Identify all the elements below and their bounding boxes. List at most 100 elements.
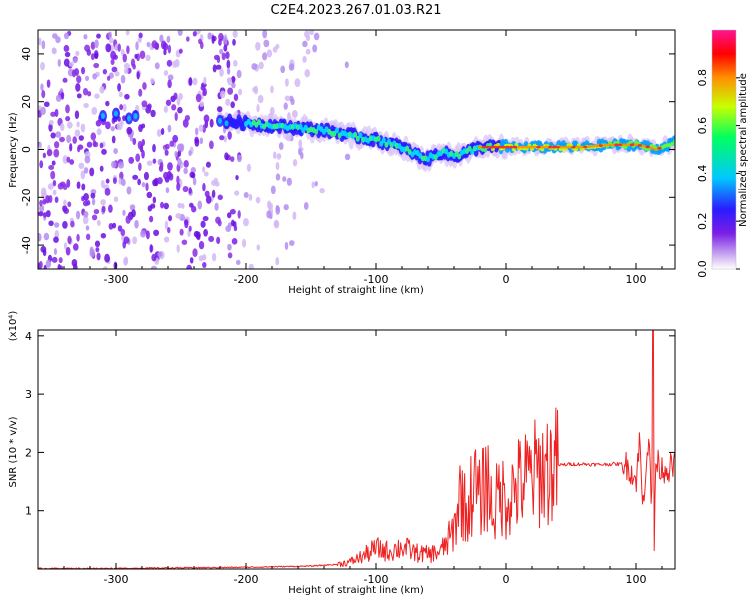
spectrogram-noise-cell: [43, 212, 47, 218]
spectrogram-ridge-peak: [567, 145, 572, 149]
spectrogram-noise-cell: [192, 31, 197, 37]
spectrogram-noise-cell: [113, 148, 118, 155]
spectrogram-noise-cell: [183, 219, 189, 225]
colorbar-tick-label: 0.8: [696, 69, 709, 87]
spectrogram-noise-cell: [76, 233, 80, 242]
spectrogram-noise-cell: [90, 53, 95, 61]
spectrogram-noise-cell: [100, 199, 106, 206]
spectrogram-noise-cell: [72, 136, 77, 144]
snr-y-tick-label: 1: [25, 505, 32, 518]
spectrogram-noise-cell: [223, 135, 227, 143]
chart-title: C2E4.2023.267.01.03.R21: [270, 3, 441, 18]
spectrogram-y-tick-label: -40: [20, 236, 33, 254]
spectrogram-noise-cell: [153, 229, 160, 237]
spectrogram-noise-cell: [52, 189, 57, 196]
spectrogram-early-patch-core: [218, 117, 222, 124]
spectrogram-noise-cell: [113, 196, 119, 203]
spectrogram-noise-cell: [167, 44, 172, 54]
spectrogram-noise-cell: [314, 181, 318, 187]
spectrogram-noise-cell: [134, 53, 138, 59]
spectrogram-noise-cell: [154, 62, 160, 70]
spectrogram-noise-cell: [66, 178, 71, 188]
spectrogram-noise-cell: [105, 43, 112, 53]
spectrogram-noise-cell: [198, 124, 204, 132]
spectrogram-noise-cell: [164, 143, 170, 150]
spectrogram-noise-cell: [227, 243, 232, 251]
spectrogram-noise-cell: [104, 253, 110, 263]
spectrogram-noise-cell: [214, 181, 220, 187]
spectrogram-noise-cell: [42, 198, 47, 205]
spectrogram-noise-cell: [165, 187, 170, 194]
spectrogram-noise-cell: [52, 180, 57, 187]
spectrogram-noise-cell: [202, 90, 206, 96]
spectrogram-noise-cell: [200, 85, 206, 91]
spectrogram-ridge-peak: [544, 145, 549, 149]
spectrogram-noise-cell: [248, 193, 253, 201]
spectrogram-noise-cell: [192, 77, 198, 86]
snr-plot-area: [38, 330, 675, 569]
spectrogram-noise-cell: [74, 110, 80, 119]
spectrogram-ridge-core: [670, 141, 675, 146]
spectrogram-noise-cell: [63, 207, 70, 214]
spectrogram-noise-cell: [80, 170, 86, 180]
spectrogram-noise-cell: [227, 77, 233, 86]
spectrogram-noise-cell: [76, 93, 82, 99]
spectrogram-noise-cell: [174, 112, 178, 122]
spectrogram-noise-cell: [65, 104, 70, 114]
snr-x-tick-label: -300: [104, 573, 129, 586]
snr-frame: [37, 329, 676, 570]
spectrogram-noise-cell: [163, 105, 168, 114]
spectrogram-noise-cell: [67, 235, 72, 245]
spectrogram-noise-cell: [78, 162, 85, 170]
spectrogram-noise-field: [38, 30, 351, 269]
spectrogram-noise-cell: [132, 174, 139, 180]
spectrogram-noise-cell: [108, 204, 113, 213]
spectrogram-noise-cell: [105, 121, 111, 130]
spectrogram-noise-cell: [309, 30, 315, 36]
spectrogram-ridge-core: [405, 145, 410, 152]
snr-y-tick-label: 4: [25, 330, 32, 343]
spectrogram-noise-cell: [150, 77, 155, 85]
spectrogram-ridge-peak: [598, 144, 604, 147]
spectrogram-noise-cell: [190, 166, 196, 174]
spectrogram-noise-cell: [68, 61, 74, 67]
spectrogram-noise-cell: [58, 265, 64, 269]
spectrogram-ridge-peak: [516, 145, 522, 149]
spectrogram-noise-cell: [156, 177, 163, 185]
spectrogram-noise-cell: [200, 220, 206, 228]
spectrogram-noise-cell: [47, 183, 54, 190]
spectrogram-noise-cell: [86, 49, 92, 56]
spectrogram-noise-cell: [39, 199, 43, 207]
spectrogram-noise-cell: [83, 210, 89, 218]
spectrogram-noise-cell: [38, 37, 42, 46]
spectrogram-noise-cell: [235, 174, 239, 181]
spectrogram-noise-cell: [81, 183, 86, 191]
spectrogram-noise-cell: [289, 95, 294, 102]
spectrogram-noise-cell: [110, 50, 117, 60]
spectrogram-noise-cell: [81, 66, 86, 75]
spectrogram-ridge-peak: [653, 148, 658, 151]
spectrogram-noise-cell: [218, 38, 222, 46]
spectrogram-noise-cell: [164, 149, 169, 156]
spectrogram-noise-cell: [344, 153, 351, 161]
spectrogram-noise-cell: [38, 211, 44, 217]
spectrogram-noise-cell: [234, 190, 240, 196]
spectrogram-noise-cell: [246, 163, 252, 173]
spectrogram-noise-cell: [182, 118, 189, 128]
spectrogram-ridge-peak: [477, 145, 483, 149]
spectrogram-noise-cell: [266, 49, 273, 58]
spectrogram-noise-cell: [96, 252, 101, 261]
spectrogram-noise-cell: [276, 153, 282, 160]
spectrogram-x-ticks: -300 -200 -100 0 100: [37, 30, 663, 286]
spectrogram-noise-cell: [85, 233, 91, 241]
spectrogram-noise-cell: [176, 182, 181, 191]
spectrogram-noise-cell: [229, 208, 236, 215]
spectrogram-noise-cell: [63, 242, 68, 250]
spectrogram-noise-cell: [106, 75, 111, 81]
spectrogram-noise-cell: [177, 202, 182, 209]
spectrogram-noise-cell: [132, 236, 138, 245]
spectrogram-noise-cell: [152, 196, 157, 204]
spectrogram-ridge-peak: [618, 143, 623, 147]
spectrogram-ridge-core: [358, 132, 363, 139]
spectrogram-noise-cell: [83, 167, 89, 174]
